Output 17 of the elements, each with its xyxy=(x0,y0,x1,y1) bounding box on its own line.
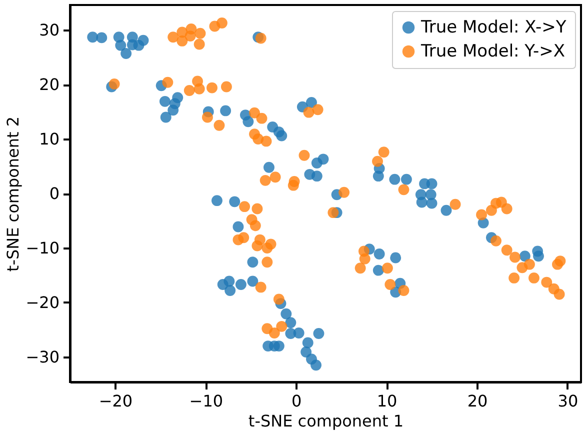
x-tick-label: −20 xyxy=(98,392,133,410)
x-axis-title: t-SNE component 1 xyxy=(248,412,404,430)
y-tick-label: −10 xyxy=(26,238,60,258)
x-tick-label: 10 xyxy=(376,392,398,410)
x-tick-label: −10 xyxy=(189,392,224,410)
y-tick-label: 0 xyxy=(49,184,60,203)
y-tick-label: 10 xyxy=(39,130,60,149)
y-tick-label: 30 xyxy=(39,20,60,40)
legend-label: True Model: X->Y xyxy=(420,18,567,38)
y-tick-label: −30 xyxy=(26,347,60,366)
x-tick-label: 0 xyxy=(292,392,302,410)
x-tick-label: 30 xyxy=(558,392,578,410)
y-tick-label: 20 xyxy=(39,75,60,94)
y-tick-label: −20 xyxy=(26,292,60,312)
legend-label: True Model: Y->X xyxy=(420,42,566,62)
x-tick-label: 20 xyxy=(467,392,488,410)
y-axis-title: t-SNE component 2 xyxy=(4,116,23,272)
